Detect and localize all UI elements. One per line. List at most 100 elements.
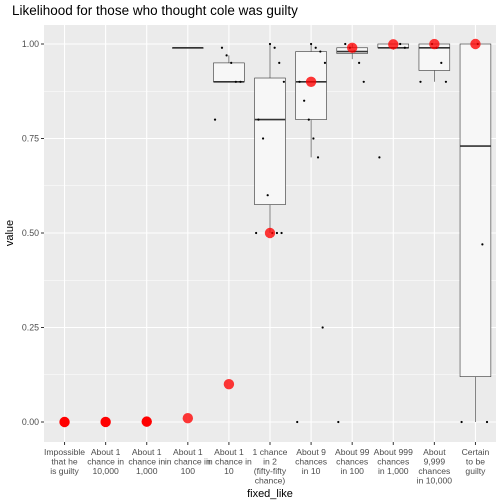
boxplot	[213, 55, 245, 83]
data-point	[312, 137, 315, 140]
x-tick-label-line: in chance in	[165, 457, 211, 467]
x-axis-title: fixed_like	[247, 488, 293, 500]
data-point	[266, 194, 269, 197]
x-tick-label-line: About 1	[214, 447, 244, 457]
data-point	[213, 118, 217, 121]
x-tick-label-line: 10,000	[92, 466, 119, 476]
chart-title: Likelihood for those who thought cole wa…	[12, 3, 298, 18]
boxplot	[172, 46, 204, 49]
x-tick-label-line: About 999	[374, 447, 413, 457]
data-point	[481, 243, 484, 246]
x-tick-label-line: Impossible	[44, 447, 85, 457]
x-tick-label-line: 9,999	[424, 457, 446, 467]
x-tick-label-line: About	[423, 447, 446, 457]
reference-point	[429, 38, 440, 50]
x-tick-label-line: to be	[466, 457, 485, 467]
data-point	[307, 118, 310, 121]
x-tick-label-line: in 10	[302, 466, 321, 476]
reference-point	[346, 42, 358, 53]
data-point	[323, 61, 327, 64]
data-point	[275, 231, 279, 235]
x-tick-label-line: 1 chance	[253, 447, 288, 457]
x-tick-label-line: chance in	[87, 457, 124, 467]
data-point	[419, 80, 422, 83]
y-tick-label: 1.00	[22, 39, 39, 49]
data-point	[280, 231, 283, 235]
y-tick-label: 0.50	[22, 228, 39, 238]
box	[254, 77, 286, 205]
data-point	[298, 80, 301, 83]
x-tick-label-line: is guilty	[50, 466, 79, 476]
data-point	[261, 137, 265, 140]
y-tick-label: 0.75	[22, 134, 39, 144]
x-tick-label-line: that he	[51, 457, 78, 467]
data-point	[273, 46, 276, 49]
data-point	[234, 80, 237, 83]
data-point	[309, 42, 313, 46]
data-point	[257, 118, 260, 121]
data-point	[230, 61, 233, 64]
data-point	[362, 80, 365, 83]
boxplot	[254, 44, 286, 233]
y-axis-title: value	[4, 220, 16, 246]
data-point	[319, 50, 322, 53]
x-tick-label-line: chances	[418, 466, 450, 476]
data-point	[403, 46, 406, 49]
x-tick-label: Impossible that he is guilty	[44, 447, 85, 476]
x-tick-label: About 99 chances in 100	[335, 447, 370, 476]
x-tick-label-line: guilty	[465, 466, 486, 476]
x-tick-label-line: 10	[224, 466, 234, 476]
data-point	[282, 80, 285, 83]
data-point	[278, 61, 281, 64]
data-point	[296, 420, 299, 424]
reference-points	[59, 38, 481, 428]
x-tick-label-line: in 100	[340, 466, 364, 476]
reference-point	[223, 379, 235, 390]
x-tick-label-line: 1,000	[136, 466, 158, 476]
boxplot	[459, 43, 492, 422]
data-point	[358, 61, 361, 64]
x-tick-label: About 1 chance in 1,000	[128, 447, 165, 476]
x-tick-label-line: About 1	[132, 447, 162, 457]
x-tick-label: About 9,999 chances in 10,000	[417, 447, 453, 486]
x-tick-label: About 1 in chance in 10	[206, 447, 252, 476]
x-tick-label-line: chance)	[255, 476, 286, 486]
x-tick-label-line: in 1,000	[378, 466, 409, 476]
x-tick-label-line: About 9	[296, 447, 326, 457]
data-point	[444, 80, 448, 83]
reference-point	[59, 416, 70, 428]
x-tick-label-line: chances	[295, 457, 327, 467]
data-point	[399, 42, 402, 46]
reference-point	[100, 416, 111, 428]
data-point	[378, 156, 381, 159]
x-tick-label: About 1 in chance in 100	[165, 447, 211, 476]
x-tick-label-line: Certain	[462, 447, 490, 457]
x-tick-label-line: chances	[377, 457, 409, 467]
y-tick-label: 0.00	[22, 417, 39, 427]
data-point	[225, 54, 228, 57]
data-point	[239, 80, 242, 83]
data-point	[485, 420, 489, 424]
reference-point	[182, 413, 194, 424]
x-tick-label: 1 chance in 2 (fifty-fifty chance)	[253, 447, 288, 486]
x-tick-label: Certain to be guilty	[462, 447, 490, 476]
data-point	[460, 420, 463, 424]
x-tick-label: About 1 chance in 10,000	[87, 447, 124, 476]
x-tick-label-line: in 2	[263, 457, 277, 467]
x-tick-label-line: in 10,000	[417, 476, 453, 486]
x-tick-label-line: (fifty-fifty	[254, 466, 287, 476]
x-tick-label-line: chances	[336, 457, 368, 467]
x-tick-label-line: in chance in	[206, 457, 252, 467]
boxes	[172, 43, 492, 422]
data-point	[220, 46, 224, 49]
data-point	[321, 326, 324, 329]
reference-point	[470, 38, 481, 50]
reference-point	[264, 227, 276, 239]
y-axis: 0.00 0.25 0.50 0.75 1.00	[22, 39, 44, 427]
x-tick-label: About 999 chances in 1,000	[374, 447, 413, 476]
x-tick-label-line: About 99	[335, 447, 370, 457]
box	[213, 62, 245, 83]
x-tick-label-line: chance in	[128, 457, 165, 467]
